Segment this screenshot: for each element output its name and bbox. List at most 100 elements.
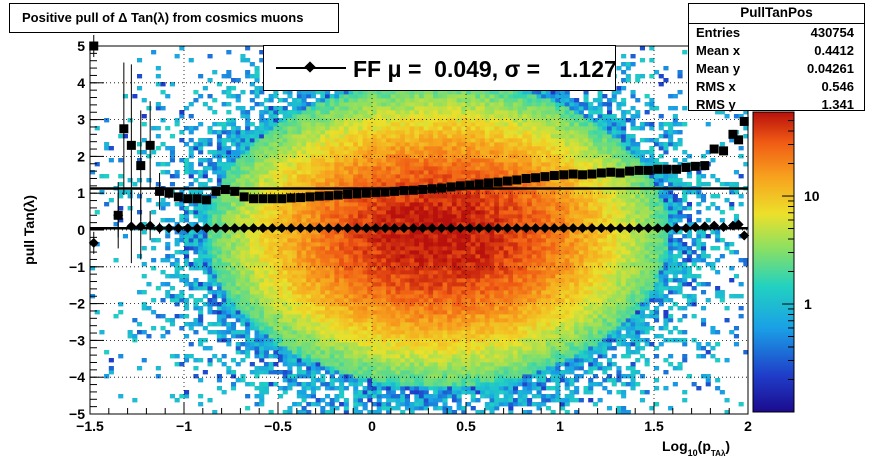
heatmap-cell [376, 246, 382, 251]
heatmap-cell [334, 122, 340, 127]
heatmap-cell [442, 318, 448, 323]
heatmap-cell [268, 178, 274, 183]
heatmap-cell [461, 302, 467, 307]
heatmap-cell [278, 182, 284, 187]
heatmap-cell [470, 138, 476, 143]
heatmap-cell [419, 166, 425, 171]
heatmap-cell [259, 150, 265, 155]
heatmap-cell [456, 318, 462, 323]
heatmap-cell [461, 270, 467, 275]
heatmap-cell [216, 330, 222, 335]
heatmap-cell [339, 250, 345, 255]
heatmap-cell [273, 174, 279, 179]
heatmap-cell [249, 98, 255, 103]
heatmap-cell [423, 278, 429, 283]
heatmap-cell [306, 318, 312, 323]
heatmap-cell [174, 362, 180, 367]
heatmap-cell [357, 394, 363, 399]
heatmap-cell [419, 114, 425, 119]
heatmap-cell [118, 158, 124, 163]
heatmap-cell [306, 310, 312, 315]
heatmap-cell [165, 202, 171, 207]
heatmap-cell [235, 290, 241, 295]
heatmap-cell [390, 362, 396, 367]
heatmap-cell [348, 102, 354, 107]
heatmap-cell [292, 162, 298, 167]
heatmap-cell [367, 146, 373, 151]
heatmap-cell [428, 130, 434, 135]
heatmap-cell [381, 138, 387, 143]
heatmap-cell [160, 326, 166, 331]
heatmap-cell [296, 322, 302, 327]
heatmap-cell [207, 250, 213, 255]
heatmap-cell [249, 190, 255, 195]
heatmap-cell [226, 178, 232, 183]
heatmap-cell [376, 386, 382, 391]
heatmap-cell [296, 390, 302, 395]
heatmap-cell [118, 190, 124, 195]
heatmap-cell [367, 362, 373, 367]
heatmap-cell [470, 154, 476, 159]
heatmap-cell [198, 182, 204, 187]
heatmap-cell [310, 234, 316, 239]
heatmap-cell [263, 258, 269, 263]
heatmap-cell [419, 402, 425, 407]
heatmap-cell [357, 286, 363, 291]
heatmap-cell [254, 242, 260, 247]
heatmap-cell [367, 202, 373, 207]
heatmap-cell [433, 362, 439, 367]
heatmap-cell [381, 334, 387, 339]
heatmap-cell [249, 202, 255, 207]
heatmap-cell [409, 154, 415, 159]
heatmap-cell [282, 274, 288, 279]
heatmap-cell [296, 350, 302, 355]
heatmap-cell [433, 358, 439, 363]
heatmap-cell [212, 310, 218, 315]
heatmap-cell [461, 134, 467, 139]
heatmap-cell [400, 242, 406, 247]
heatmap-cell [372, 266, 378, 271]
heatmap-cell [179, 46, 185, 51]
heatmap-cell [268, 110, 274, 115]
heatmap-cell [240, 90, 246, 95]
heatmap-cell [188, 154, 194, 159]
heatmap-cell [348, 318, 354, 323]
heatmap-cell [268, 230, 274, 235]
heatmap-cell [207, 94, 213, 99]
heatmap-cell [451, 222, 457, 227]
heatmap-cell [306, 402, 312, 407]
heatmap-cell [287, 266, 293, 271]
heatmap-cell [456, 230, 462, 235]
heatmap-cell [249, 314, 255, 319]
heatmap-cell [301, 238, 307, 243]
heatmap-cell [400, 370, 406, 375]
heatmap-cell [451, 102, 457, 107]
heatmap-cell [362, 334, 368, 339]
heatmap-cell [282, 350, 288, 355]
heatmap-cell [282, 174, 288, 179]
heatmap-cell [306, 286, 312, 291]
heatmap-cell [282, 234, 288, 239]
heatmap-cell [423, 102, 429, 107]
heatmap-cell [357, 270, 363, 275]
heatmap-cell [442, 322, 448, 327]
heatmap-cell [296, 410, 302, 414]
heatmap-cell [442, 94, 448, 99]
heatmap-cell [325, 302, 331, 307]
heatmap-cell [310, 242, 316, 247]
heatmap-cell [437, 114, 443, 119]
heatmap-cell [357, 182, 363, 187]
heatmap-cell [240, 170, 246, 175]
heatmap-cell [414, 290, 420, 295]
heatmap-cell [249, 310, 255, 315]
heatmap-cell [428, 290, 434, 295]
heatmap-cell [212, 238, 218, 243]
heatmap-cell [433, 158, 439, 163]
heatmap-cell [296, 166, 302, 171]
heatmap-cell [278, 370, 284, 375]
heatmap-cell [381, 210, 387, 215]
heatmap-cell [395, 110, 401, 115]
heatmap-cell [362, 110, 368, 115]
heatmap-cell [433, 130, 439, 135]
heatmap-cell [132, 182, 138, 187]
